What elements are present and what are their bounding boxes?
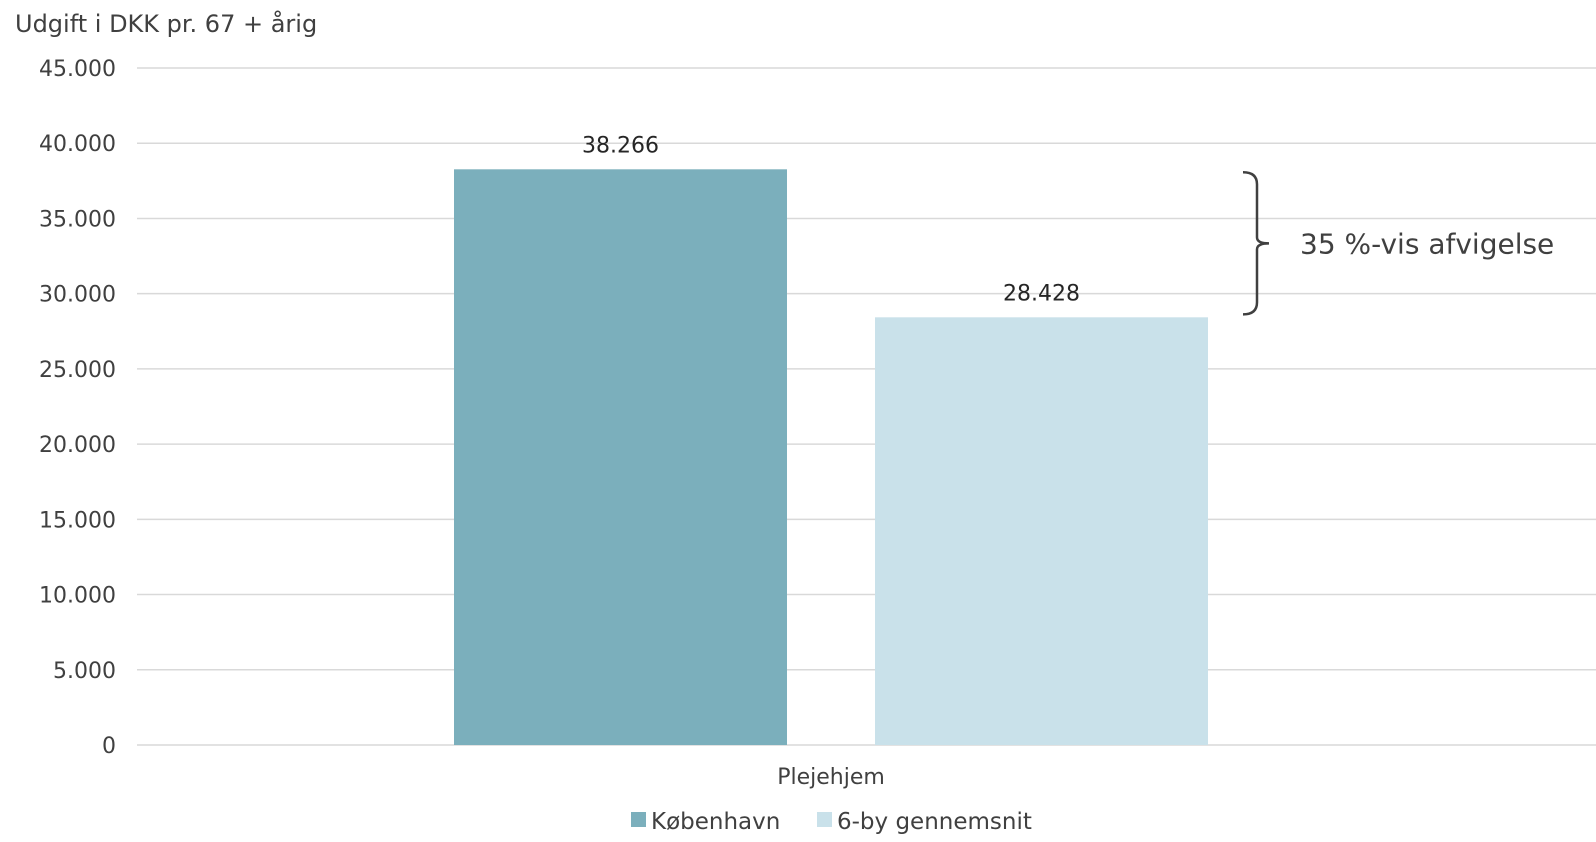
y-tick-label: 20.000 xyxy=(39,433,116,458)
y-tick-label: 35.000 xyxy=(39,207,116,232)
y-tick-label: 40.000 xyxy=(39,132,116,157)
legend: København 6-by gennemsnit xyxy=(631,809,1032,835)
legend-label: 6-by gennemsnit xyxy=(837,809,1032,835)
x-axis-categories: Plejehjem xyxy=(777,765,885,790)
data-label: 38.266 xyxy=(582,133,659,158)
x-category-label: Plejehjem xyxy=(777,765,885,790)
y-axis-ticks: 0 5.000 10.000 15.000 20.000 25.000 30.000 35.0… xyxy=(39,57,116,759)
data-label: 28.428 xyxy=(1003,281,1080,306)
gridlines xyxy=(137,67,1596,746)
bar-6-by-gennemsnit xyxy=(875,317,1208,745)
deviation-bracket xyxy=(1242,171,1270,316)
data-labels: 38.266 28.428 xyxy=(582,133,1080,306)
deviation-annotation-label: 35 %-vis afvigelse xyxy=(1300,227,1554,260)
bar-kobenhavn xyxy=(454,169,787,745)
y-tick-label: 45.000 xyxy=(39,57,116,82)
deviation-annotation: 35 %-vis afvigelse xyxy=(1242,171,1554,316)
y-tick-label: 15.000 xyxy=(39,508,116,533)
y-tick-label: 30.000 xyxy=(39,283,116,308)
legend-swatch xyxy=(817,812,832,827)
y-tick-label: 25.000 xyxy=(39,358,116,383)
legend-label: København xyxy=(651,809,780,835)
bars xyxy=(454,169,1208,745)
y-tick-label: 0 xyxy=(102,734,116,759)
y-tick-label: 5.000 xyxy=(53,659,116,684)
y-tick-label: 10.000 xyxy=(39,584,116,609)
y-axis-title: Udgift i DKK pr. 67 + årig xyxy=(15,9,317,38)
legend-swatch xyxy=(631,812,646,827)
